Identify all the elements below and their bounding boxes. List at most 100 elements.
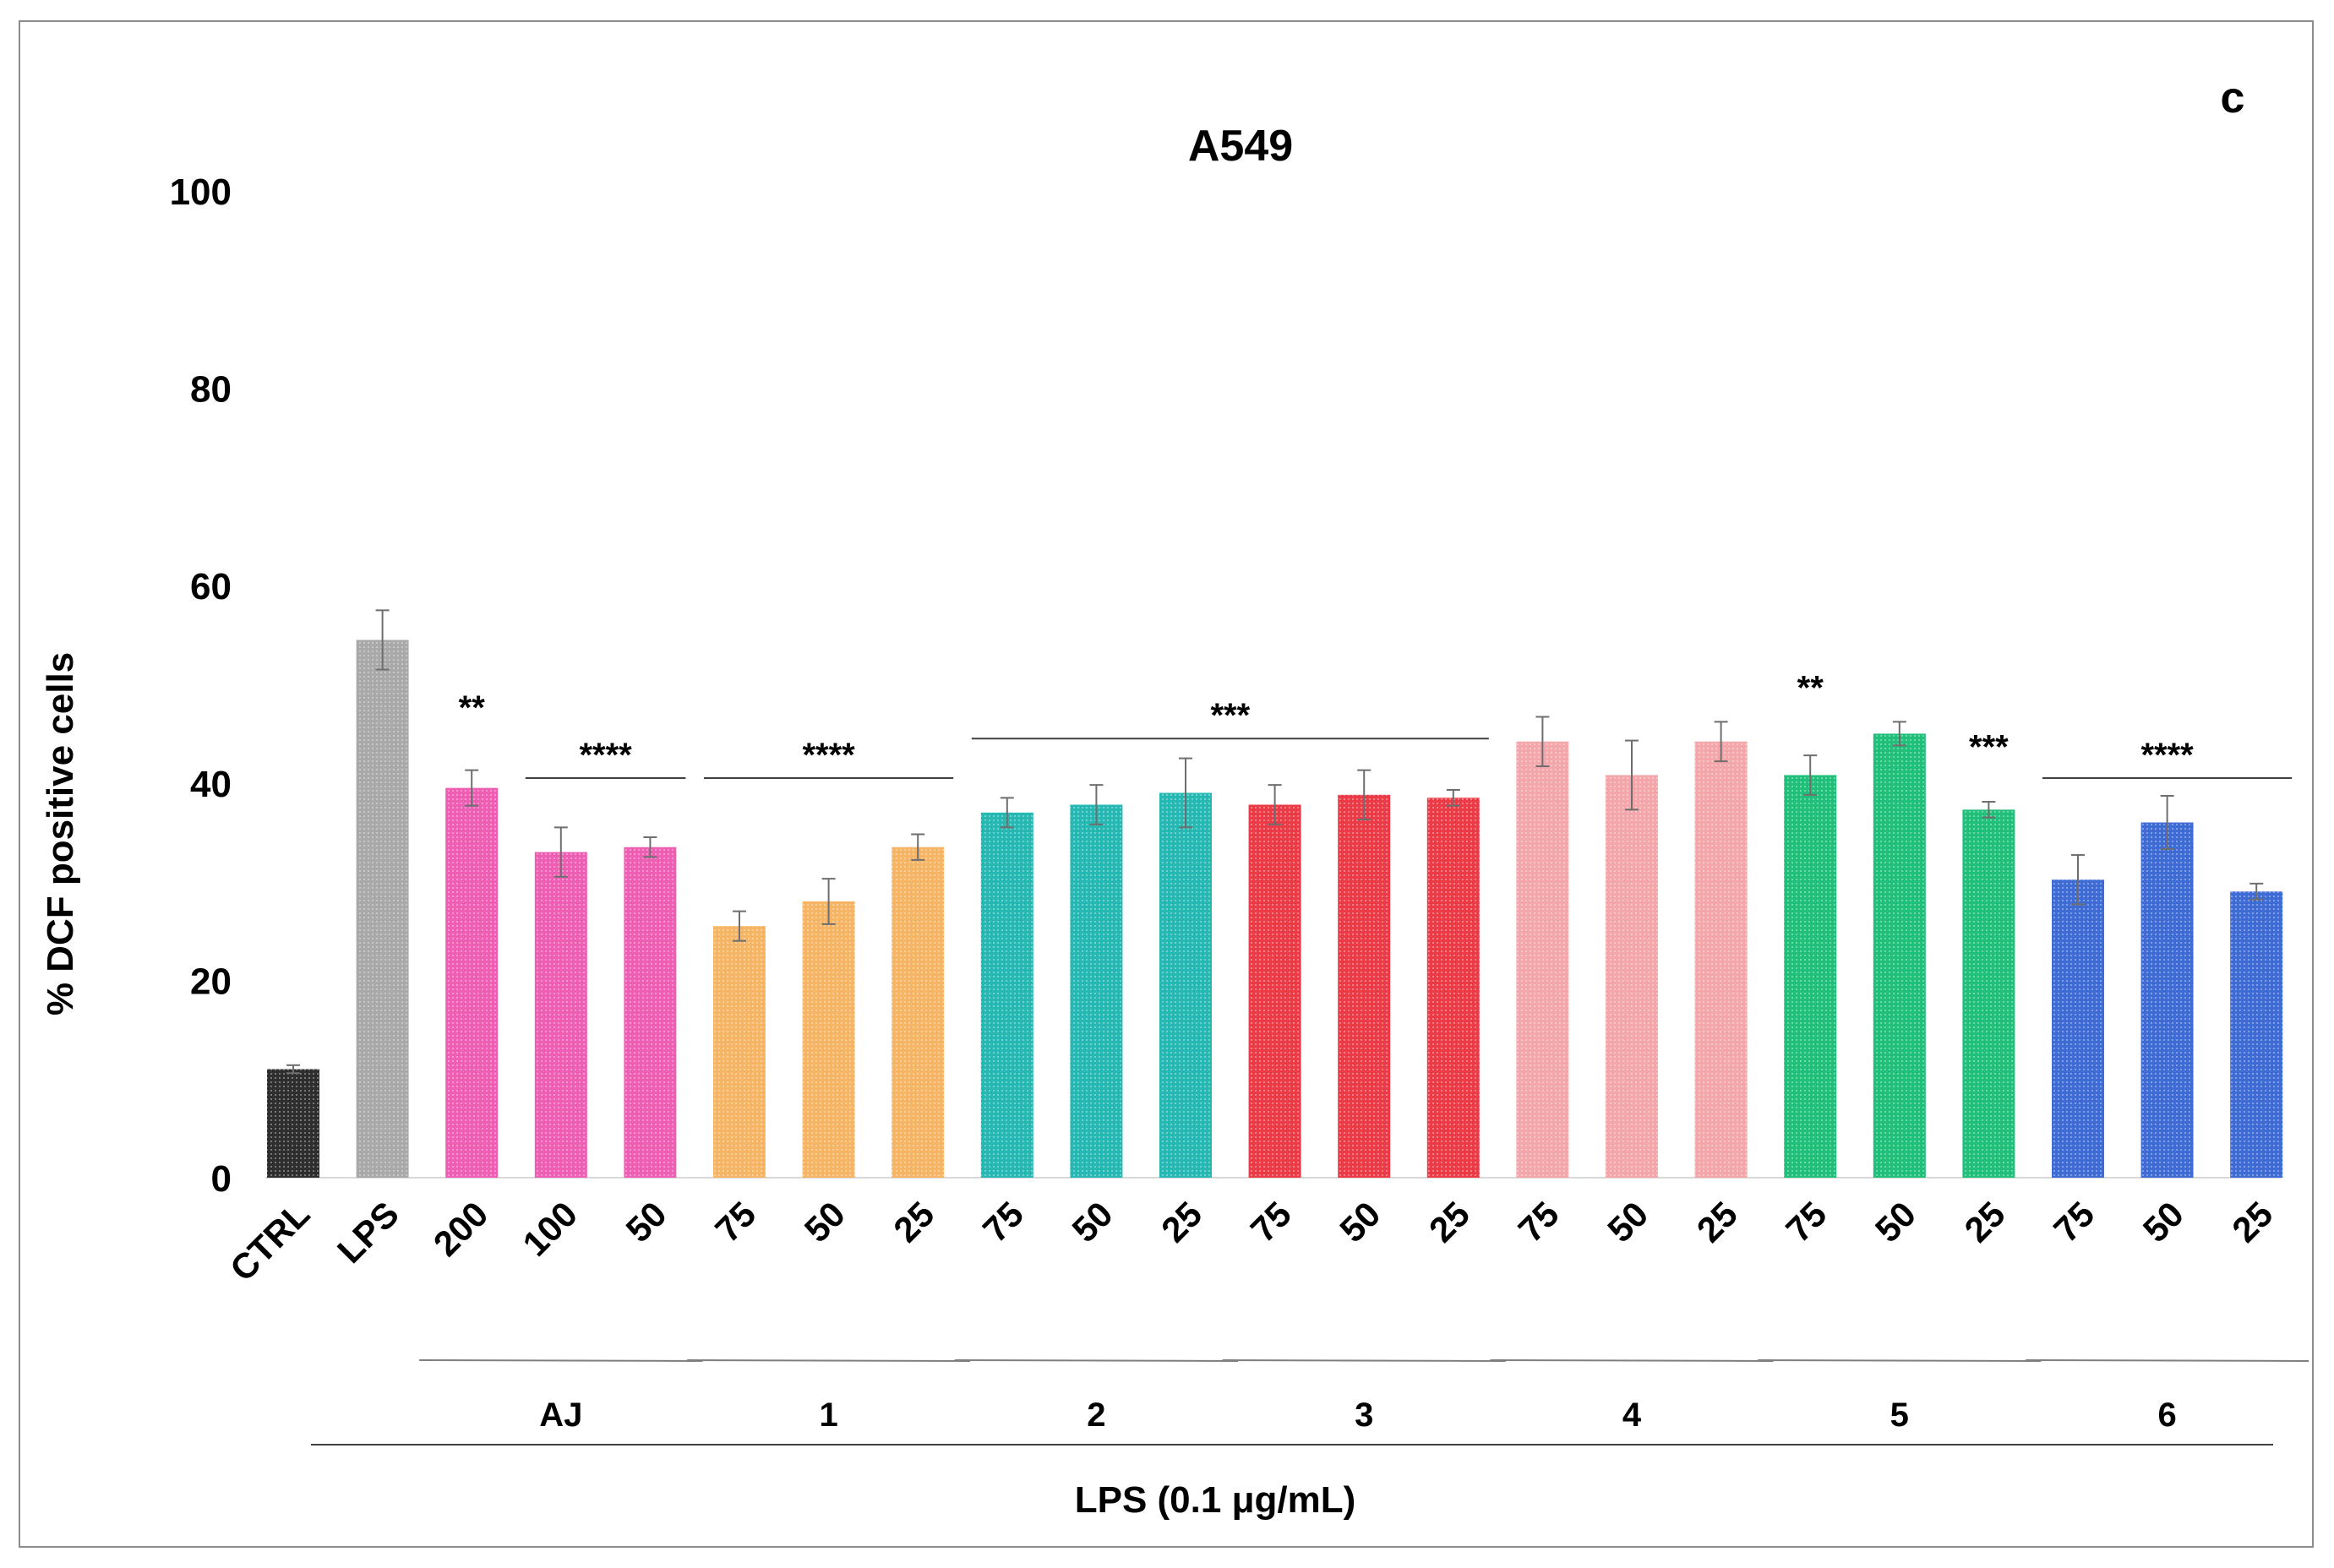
bar-texture	[1606, 775, 1658, 1178]
x-tick-label: 75	[2046, 1194, 2102, 1250]
significance-label: ****	[2140, 737, 2194, 774]
bar-texture	[624, 847, 677, 1178]
x-tick-label: 25	[1689, 1194, 1745, 1250]
significance-label: ****	[802, 737, 855, 774]
x-tick-label: 25	[1956, 1194, 2012, 1250]
bar-texture	[892, 847, 945, 1178]
error-bar	[1268, 784, 1282, 825]
group-label: 6	[2157, 1396, 2176, 1434]
chart-frame	[19, 20, 2314, 1548]
bar-texture	[1694, 741, 1748, 1178]
error-bar	[1892, 721, 1906, 747]
x-tick-label: 50	[1868, 1194, 1923, 1250]
error-bar	[1982, 800, 1996, 819]
significance-label: ***	[1210, 697, 1250, 734]
group-label: 3	[1355, 1396, 1373, 1434]
error-bar	[554, 826, 568, 878]
group-bracket-line	[419, 1359, 703, 1362]
error-bar	[1000, 797, 1014, 829]
error-bar	[643, 836, 657, 858]
x-axis-label: LPS (0.1 μg/mL)	[1075, 1479, 1356, 1521]
group-bracket-line	[686, 1359, 971, 1362]
significance-label: ****	[579, 737, 632, 774]
bar-texture	[1248, 804, 1301, 1178]
chart-title: A549	[1188, 122, 1293, 171]
y-axis-label: % DCF positive cells	[40, 652, 81, 1015]
x-tick-label: 50	[618, 1194, 673, 1250]
bar-texture	[1962, 809, 2015, 1178]
error-bar	[2071, 854, 2085, 906]
x-tick-label: 50	[1064, 1194, 1120, 1250]
x-tick-label: 50	[797, 1194, 853, 1250]
group-label: 4	[1622, 1396, 1642, 1434]
x-tick-label: 200	[426, 1194, 496, 1264]
group-bracket-line	[1758, 1359, 2042, 1362]
error-bar	[821, 878, 836, 925]
significance-label: ***	[1969, 729, 2009, 766]
x-tick-label: 75	[975, 1194, 1031, 1250]
bar-texture	[2140, 822, 2194, 1178]
x-tick-label: 75	[1243, 1194, 1299, 1250]
error-bar	[1803, 754, 1818, 796]
y-tick-label: 80	[190, 369, 232, 411]
x-tick-label: 25	[886, 1194, 941, 1250]
error-bar	[2160, 794, 2174, 851]
bar-texture	[980, 812, 1033, 1178]
panel-label: c	[2221, 74, 2245, 122]
x-tick-label: 50	[2135, 1194, 2191, 1250]
error-bar	[733, 910, 746, 942]
bar-texture	[445, 787, 499, 1178]
bar-texture	[2052, 879, 2104, 1178]
x-tick-label: 50	[1332, 1194, 1388, 1250]
error-bar	[1535, 716, 1550, 767]
x-tick-label: CTRL	[222, 1194, 317, 1288]
x-tick-label: 75	[1510, 1194, 1566, 1250]
y-tick-label: 100	[170, 172, 232, 213]
bar-texture	[1426, 798, 1480, 1178]
bar-texture	[1516, 741, 1569, 1178]
error-bar	[1089, 784, 1104, 825]
x-tick-label: LPS	[330, 1194, 406, 1271]
error-bar	[465, 769, 479, 807]
error-bar	[911, 833, 925, 861]
y-tick-label: 20	[190, 961, 232, 1002]
bar-texture	[713, 926, 766, 1178]
error-bar	[375, 609, 390, 671]
x-tick-label: 25	[1421, 1194, 1477, 1250]
x-tick-label: 25	[2224, 1194, 2280, 1250]
bar-texture	[1784, 775, 1837, 1178]
group-bracket-line	[1490, 1359, 1774, 1362]
bar-texture	[534, 852, 587, 1178]
significance-label: **	[459, 689, 486, 727]
group-label: 5	[1890, 1396, 1909, 1434]
group-label: 2	[1087, 1396, 1105, 1434]
y-tick-label: 40	[190, 764, 232, 805]
group-label: 1	[819, 1396, 837, 1434]
error-bar	[286, 1064, 300, 1075]
error-bar	[1714, 721, 1728, 763]
significance-label: **	[1797, 670, 1824, 707]
x-tick-label: 50	[1600, 1194, 1655, 1250]
bar-texture	[1873, 733, 1926, 1178]
error-bar	[2249, 882, 2264, 901]
bar-texture	[267, 1069, 319, 1178]
error-bar	[1357, 769, 1371, 821]
error-bar	[1179, 757, 1192, 829]
bar-texture	[802, 901, 855, 1178]
error-bar	[1446, 788, 1460, 807]
bar-texture	[1070, 804, 1123, 1178]
x-tick-label: 25	[1153, 1194, 1209, 1250]
x-tick-label: 75	[1778, 1194, 1834, 1250]
y-tick-label: 60	[190, 566, 232, 607]
group-bracket-line	[1222, 1359, 1506, 1362]
group-bracket-line	[2025, 1359, 2309, 1362]
y-tick-label: 0	[211, 1158, 232, 1200]
group-bracket-line	[954, 1359, 1239, 1362]
bar-texture	[1159, 792, 1212, 1178]
bar-texture	[1338, 794, 1391, 1178]
bar-texture	[2230, 891, 2283, 1178]
x-tick-label: 75	[707, 1194, 763, 1250]
error-bar	[1625, 739, 1639, 811]
bar-texture	[356, 640, 409, 1178]
